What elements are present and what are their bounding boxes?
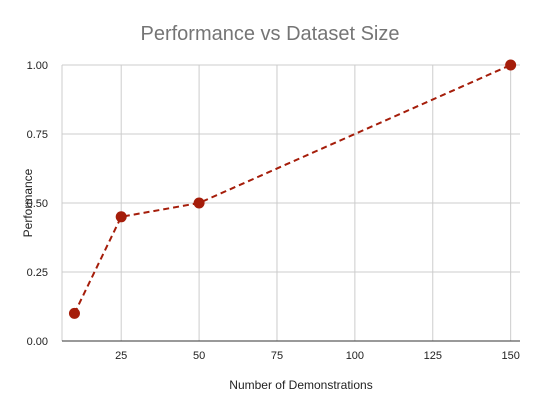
x-tick-label: 75 [271, 350, 283, 362]
y-tick-labels: 0.00 0.25 0.50 0.75 1.00 [27, 60, 48, 348]
data-point [193, 197, 205, 209]
chart-title: Performance vs Dataset Size [141, 23, 400, 45]
data-point [68, 307, 80, 319]
series-line [73, 64, 512, 314]
x-tick-label: 125 [424, 350, 442, 362]
data-point [505, 59, 517, 71]
x-tick-label: 25 [115, 350, 127, 362]
y-tick-label: 0.50 [27, 198, 48, 210]
x-axis-label: Number of Demonstrations [229, 378, 372, 392]
data-series [68, 59, 517, 319]
y-tick-label: 0.75 [27, 129, 48, 141]
y-axis-label: Performance [21, 168, 35, 237]
data-point [115, 211, 127, 223]
x-tick-label: 150 [501, 350, 519, 362]
x-tick-labels: 25 50 75 100 125 150 [115, 350, 520, 362]
y-tick-label: 0.25 [27, 267, 48, 279]
x-tick-label: 100 [346, 350, 364, 362]
y-tick-label: 0.00 [27, 336, 48, 348]
grid [61, 64, 520, 341]
y-tick-label: 1.00 [27, 60, 48, 72]
x-tick-label: 50 [193, 350, 205, 362]
